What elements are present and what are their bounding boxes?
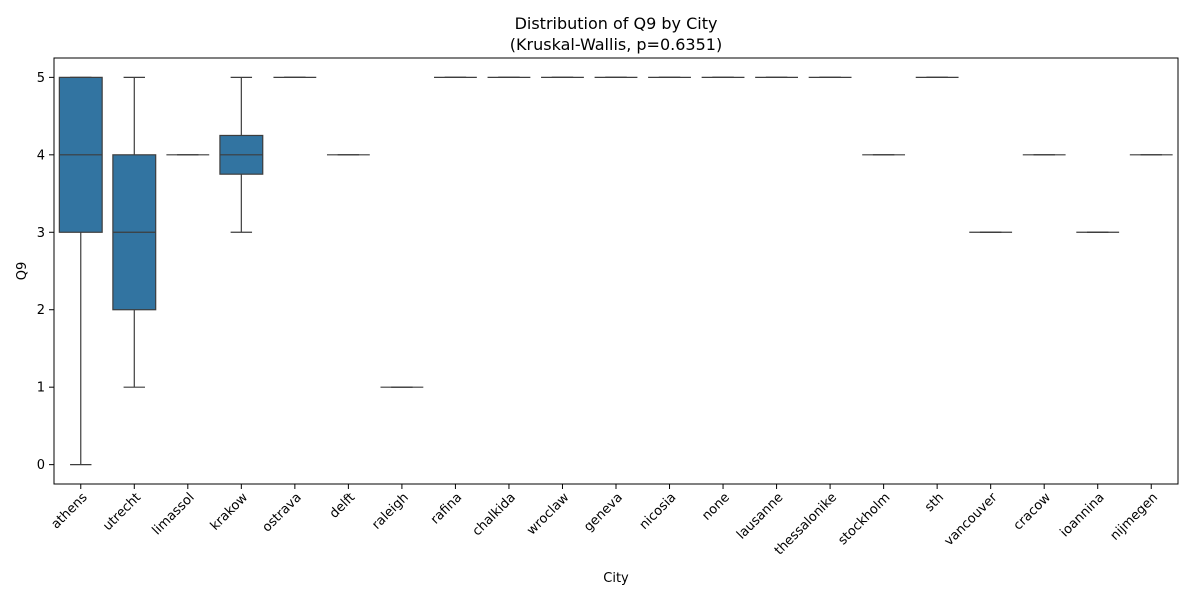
x-tick-label: nicosia [637,490,680,533]
x-tick-label: cracow [1011,490,1055,534]
x-tick-label: delft [327,490,358,521]
y-tick-label: 2 [37,303,45,318]
x-tick-label: sth [922,490,947,515]
plot-area [58,76,1173,466]
y-tick-label: 4 [37,148,45,163]
x-tick-label: lausanne [734,490,786,542]
x-axis-label: City [603,571,629,586]
axes-frame [53,57,1179,485]
y-tick-label: 0 [37,458,45,473]
y-tick-label: 1 [37,381,45,396]
x-tick-label: vancouver [942,490,1001,549]
x-axis: athens utrecht limassol krakow ostrava delft r… [49,484,1161,558]
y-tick-label: 5 [37,71,45,86]
x-tick-label: utrecht [100,490,144,534]
box-krakow [219,76,264,233]
box-athens [58,76,103,466]
chart-subtitle: (Kruskal-Wallis, p=0.6351) [510,35,722,54]
y-axis: 0 1 2 3 4 5 [37,71,54,473]
x-tick-label: ioannina [1057,490,1107,540]
x-tick-label: wroclaw [524,490,572,538]
x-tick-label: nijmegen [1108,490,1161,543]
x-tick-label: limassol [150,490,198,538]
y-tick-label: 3 [37,226,45,241]
x-tick-label: rafina [428,490,465,527]
x-tick-label: ostrava [260,490,305,535]
x-tick-label: stockholm [835,490,893,548]
x-tick-label: chalkida [470,490,519,539]
x-tick-label: raleigh [369,490,411,532]
x-tick-label: geneva [581,490,626,535]
x-tick-label: none [699,490,733,524]
box-utrecht [112,76,157,388]
x-tick-label: krakow [208,490,252,534]
x-tick-label: athens [49,490,91,532]
y-axis-label: Q9 [15,262,30,281]
chart-title: Distribution of Q9 by City [515,14,718,33]
